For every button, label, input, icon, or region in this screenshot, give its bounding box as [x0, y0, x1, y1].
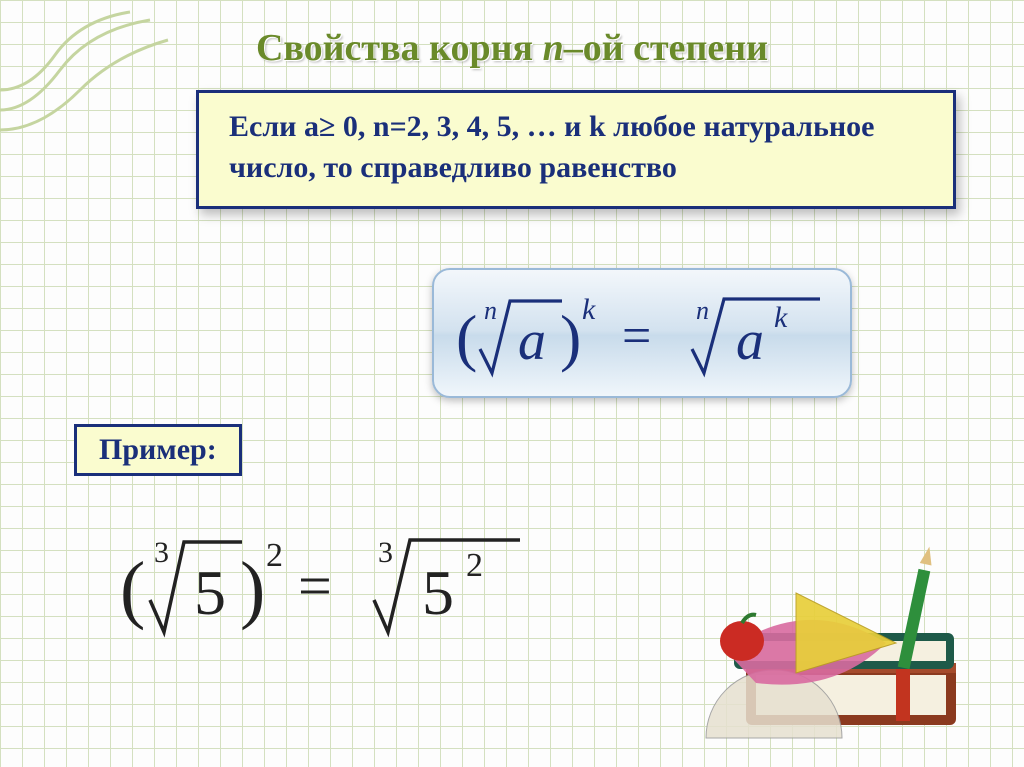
svg-text:a: a — [518, 310, 546, 372]
example-svg: ( 3 5 ) 2 = 3 5 2 — [120, 520, 540, 650]
svg-text:): ) — [560, 302, 581, 373]
formula-box: ( n a ) k = n a k — [432, 268, 852, 398]
svg-text:): ) — [240, 547, 265, 631]
svg-text:(: ( — [120, 547, 145, 631]
title-pre: Свойства корня — [256, 27, 543, 69]
svg-text:k: k — [582, 293, 596, 326]
svg-text:a: a — [736, 310, 764, 372]
definition-text: Если a≥ 0, n=2, 3, 4, 5, … и k любое нат… — [229, 110, 874, 184]
school-supplies-illustration — [686, 533, 1006, 753]
page-title: Свойства корня n–ой степени — [0, 26, 1024, 70]
svg-text:n: n — [696, 296, 709, 325]
title-post: –ой степени — [564, 27, 768, 69]
formula-svg: ( n a ) k = n a k — [452, 279, 832, 387]
example-label-text: Пример: — [99, 433, 217, 466]
svg-text:(: ( — [456, 302, 477, 373]
svg-text:=: = — [298, 553, 332, 619]
title-n: n — [543, 27, 564, 69]
svg-text:5: 5 — [194, 557, 226, 628]
svg-text:2: 2 — [266, 537, 283, 574]
svg-text:3: 3 — [154, 536, 169, 569]
svg-text:k: k — [774, 301, 788, 334]
svg-text:n: n — [484, 296, 497, 325]
svg-text:5: 5 — [422, 557, 454, 628]
definition-box: Если a≥ 0, n=2, 3, 4, 5, … и k любое нат… — [196, 90, 956, 209]
example-formula: ( 3 5 ) 2 = 3 5 2 — [120, 520, 540, 655]
svg-text:3: 3 — [378, 536, 393, 569]
svg-text:2: 2 — [466, 547, 483, 584]
example-label: Пример: — [74, 424, 242, 476]
svg-text:=: = — [622, 308, 651, 365]
